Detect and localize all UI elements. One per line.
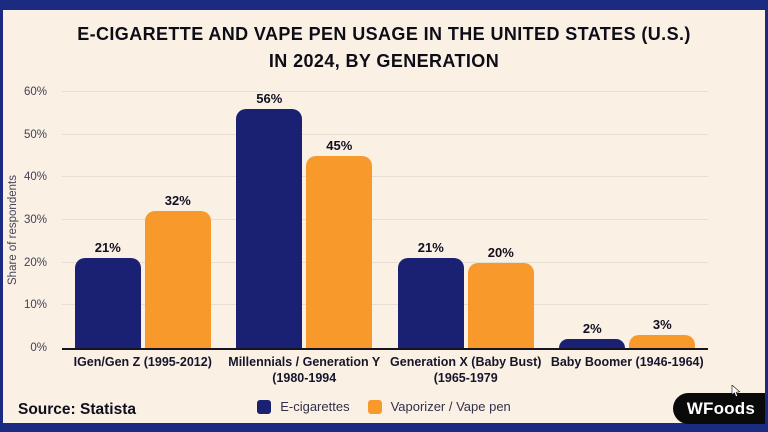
- y-tick-label: 20%: [23, 256, 47, 269]
- bar-group: 2% 3%: [547, 92, 709, 348]
- y-tick-label: 60%: [23, 86, 47, 98]
- bar-wrap: 2%: [559, 92, 626, 348]
- bar-value-label: 2%: [582, 321, 602, 337]
- legend-label: E-cigarettes: [280, 399, 350, 414]
- bar-vaporizer-vape-pen: [629, 335, 696, 348]
- chart-title: E-CIGARETTE AND VAPE PEN USAGE IN THE UN…: [0, 21, 768, 75]
- legend-label: Vaporizer / Vape pen: [390, 399, 511, 414]
- bar-e-cigarettes: [74, 258, 141, 348]
- bar-value-label: 21%: [417, 240, 444, 256]
- category-label: Millennials / Generation Y (1980-1994: [228, 355, 381, 385]
- bar-value-label: 56%: [256, 91, 283, 107]
- bar-value-label: 21%: [94, 240, 121, 256]
- legend: E-cigarettes Vaporizer / Vape pen: [0, 399, 768, 414]
- plot-area: 21% 32% 56% 45% 21% 20% 2% 3%: [62, 91, 709, 350]
- bar-wrap: 21%: [397, 92, 464, 348]
- category-labels: IGen/Gen Z (1995-2012) Millennials / Gene…: [62, 354, 708, 386]
- bar-wrap: 3%: [629, 92, 696, 348]
- legend-item-vape-pen: Vaporizer / Vape pen: [367, 399, 511, 414]
- chart-title-line1: E-CIGARETTE AND VAPE PEN USAGE IN THE UN…: [77, 24, 691, 44]
- gridline: [62, 133, 708, 135]
- legend-swatch-navy-icon: [257, 399, 272, 414]
- legend-item-e-cigarettes: E-cigarettes: [257, 399, 350, 414]
- bar-group: 21% 20%: [385, 92, 547, 348]
- category-label: Baby Boomer (1946-1964): [550, 355, 704, 369]
- cursor-icon: [731, 385, 741, 397]
- y-axis-ticks: 0% 10% 20% 30% 40% 50% 60%: [0, 86, 54, 354]
- category-label: IGen/Gen Z (1995-2012): [73, 355, 212, 369]
- gridline: [62, 219, 708, 220]
- bar-vaporizer-vape-pen: [467, 262, 534, 348]
- logo-badge: WFoods: [672, 385, 765, 424]
- bar-wrap: 45%: [306, 92, 373, 348]
- bar-wrap: 32%: [144, 92, 211, 348]
- y-tick-label: 40%: [23, 171, 47, 184]
- source-note: Source: Statista: [18, 401, 137, 418]
- y-tick-label: 50%: [23, 128, 47, 141]
- bar-wrap: 56%: [236, 91, 303, 348]
- bar-value-label: 20%: [487, 244, 514, 260]
- chart-title-line2: IN 2024, BY GENERATION: [268, 51, 500, 71]
- bar-value-label: 45%: [326, 138, 353, 153]
- legend-swatch-orange-icon: [367, 399, 382, 414]
- logo-text: WFoods: [686, 398, 755, 418]
- gridline: [62, 91, 708, 92]
- y-tick-label: 10%: [23, 299, 47, 312]
- bar-value-label: 32%: [164, 193, 191, 209]
- category-label: Generation X (Baby Bust) (1965-1979: [390, 355, 542, 385]
- x-axis-baseline: [62, 348, 708, 350]
- gridline: [62, 261, 708, 263]
- bar-e-cigarettes: [236, 109, 303, 348]
- background-panel: [3, 10, 765, 423]
- bar-groups: 21% 32% 56% 45% 21% 20% 2% 3%: [62, 91, 709, 348]
- bar-wrap: 21%: [74, 92, 141, 348]
- bar-value-label: 3%: [652, 317, 672, 333]
- gridline: [62, 304, 708, 306]
- bar-vaporizer-vape-pen: [306, 156, 373, 348]
- bar-e-cigarettes: [559, 339, 626, 348]
- y-tick-label: 30%: [23, 214, 47, 226]
- bar-e-cigarettes: [397, 258, 464, 348]
- bar-group: 21% 32%: [62, 92, 224, 348]
- bar-vaporizer-vape-pen: [144, 211, 211, 348]
- gridline: [62, 176, 708, 178]
- bar-group: 56% 45%: [224, 91, 386, 348]
- bar-wrap: 20%: [467, 92, 534, 348]
- y-tick-label: 0%: [30, 342, 47, 354]
